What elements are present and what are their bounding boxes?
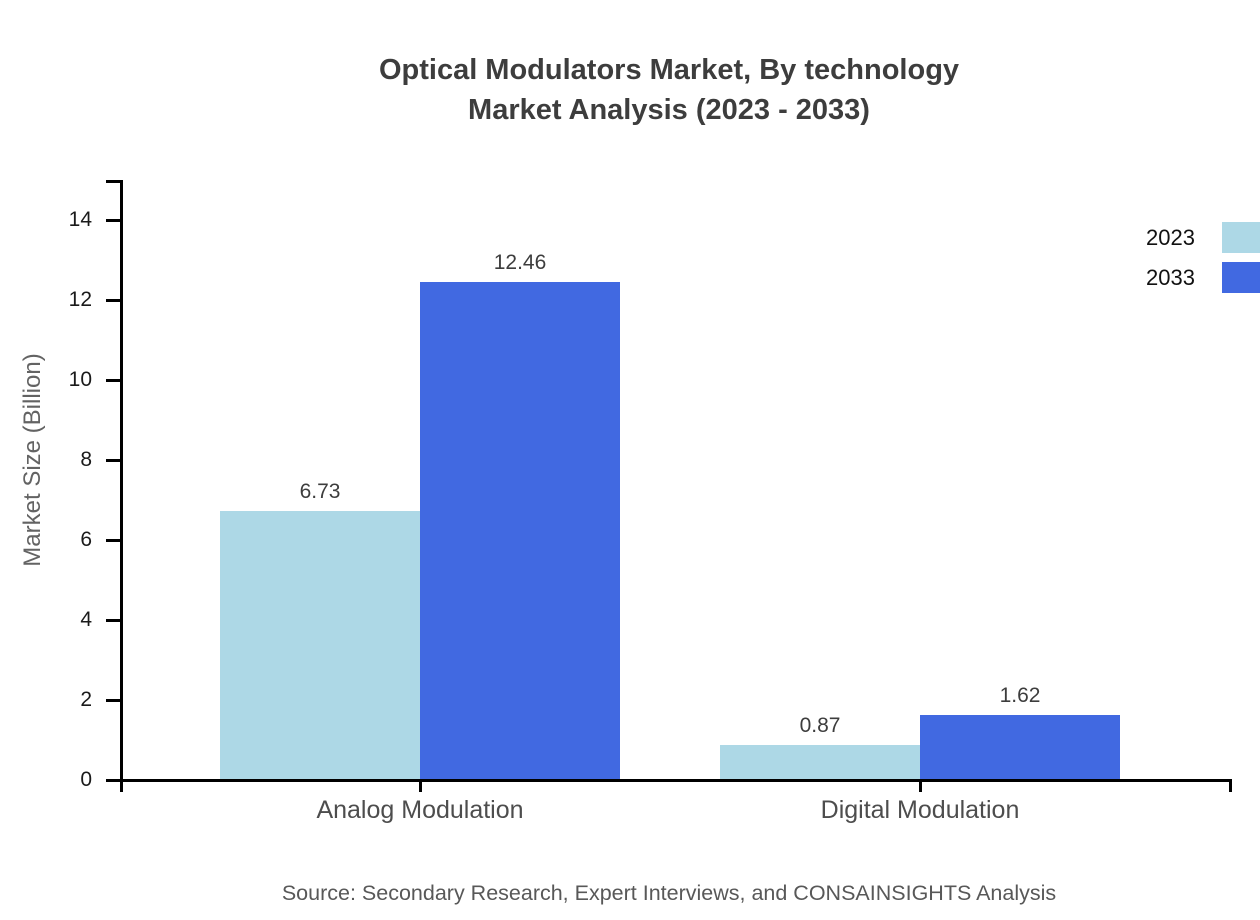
bar-2023-digital-modulation xyxy=(720,745,920,780)
x-axis-line xyxy=(106,779,1232,782)
bar-2023-analog-modulation xyxy=(220,510,420,780)
bar-value-label: 0.87 xyxy=(799,714,841,738)
legend-label-2023: 2023 xyxy=(1146,225,1195,250)
y-axis-tick xyxy=(106,379,120,382)
y-tick-label: 0 xyxy=(80,768,92,791)
x-axis-tick xyxy=(419,782,422,792)
y-axis-spine xyxy=(120,180,123,792)
bar-2033-digital-modulation xyxy=(920,715,1120,780)
y-axis-top-cap xyxy=(106,180,123,183)
y-axis-tick xyxy=(106,619,120,622)
bar-2033-analog-modulation xyxy=(420,281,620,780)
category-label-digital-modulation: Digital Modulation xyxy=(820,796,1020,824)
y-axis-tick xyxy=(106,299,120,302)
y-tick-label: 12 xyxy=(68,288,92,311)
legend-item-2033: 2033 xyxy=(1120,262,1260,293)
y-tick-label: 14 xyxy=(68,208,92,231)
y-tick-label: 2 xyxy=(80,688,92,711)
legend-swatch-2033 xyxy=(1222,262,1260,293)
y-axis-tick xyxy=(106,539,120,542)
y-tick-label: 6 xyxy=(80,528,92,551)
chart-title: Optical Modulators Market, By technology… xyxy=(379,50,959,130)
y-tick-label: 10 xyxy=(68,368,92,391)
bar-value-label: 6.73 xyxy=(299,479,341,503)
chart-title-line1: Optical Modulators Market, By technology xyxy=(378,54,960,86)
bar-value-label: 12.46 xyxy=(493,250,547,274)
y-axis-tick xyxy=(106,699,120,702)
y-axis-tick xyxy=(106,219,120,222)
category-label-analog-modulation: Analog Modulation xyxy=(316,796,524,824)
y-tick-label: 8 xyxy=(80,448,92,471)
source-note: Source: Secondary Research, Expert Inter… xyxy=(281,881,1057,905)
legend-label-2033: 2033 xyxy=(1146,265,1195,290)
chart-title-line2: Market Analysis (2023 - 2033) xyxy=(468,94,870,126)
legend-item-2023: 2023 xyxy=(1120,222,1260,253)
y-tick-label: 4 xyxy=(80,608,92,631)
x-axis-right-cap xyxy=(1229,779,1232,792)
bar-value-label: 1.62 xyxy=(999,684,1041,708)
x-axis-tick xyxy=(919,782,922,792)
legend-swatch-2023 xyxy=(1222,222,1260,253)
y-axis-tick xyxy=(106,459,120,462)
